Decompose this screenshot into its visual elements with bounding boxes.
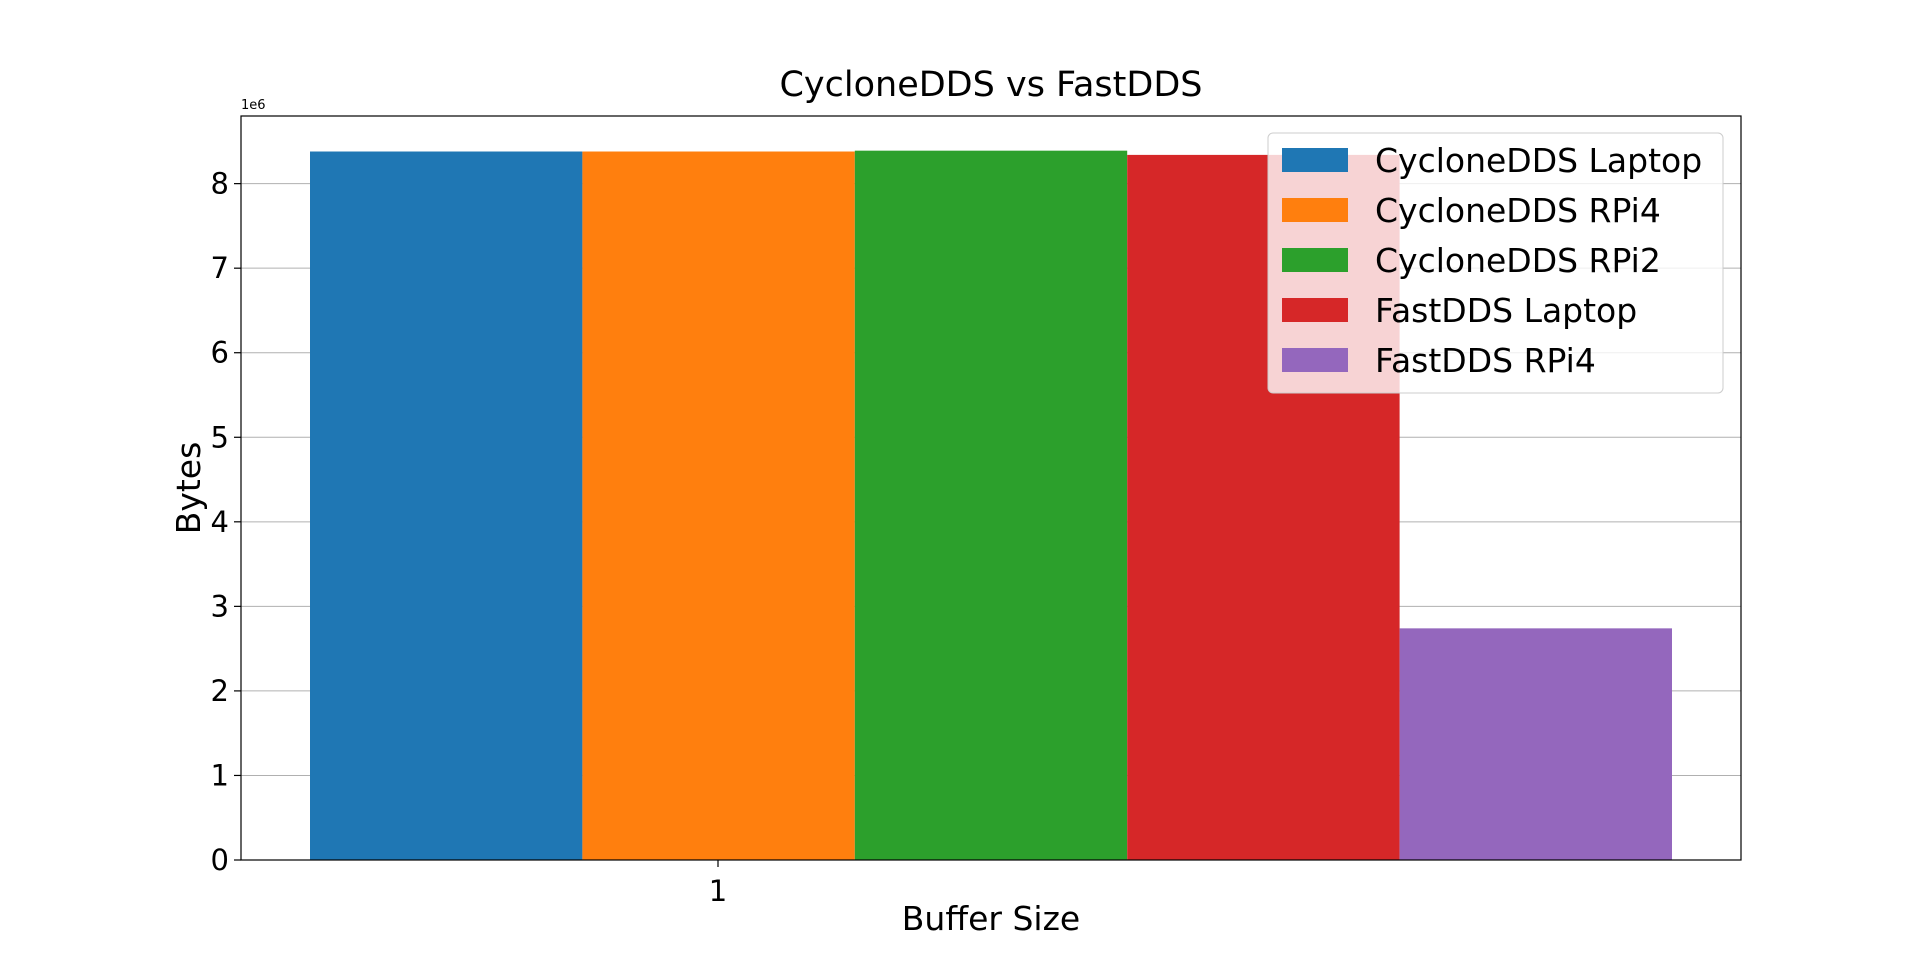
legend-swatch: [1282, 148, 1348, 172]
legend-swatch: [1282, 198, 1348, 222]
y-tick-label: 0: [211, 843, 229, 877]
y-tick-label: 8: [211, 167, 229, 201]
x-tick-label: 1: [709, 874, 727, 908]
y-axis-label: Bytes: [169, 442, 208, 535]
y-tick-label: 2: [211, 674, 229, 708]
legend-swatch: [1282, 298, 1348, 322]
y-tick-label: 5: [211, 420, 229, 454]
y-tick-label: 4: [211, 505, 229, 539]
bar-cyclonedds-rpi2: [854, 150, 1128, 860]
bar-cyclonedds-laptop: [310, 151, 583, 860]
x-axis-label: Buffer Size: [902, 899, 1080, 938]
legend-label: CycloneDDS Laptop: [1375, 141, 1702, 180]
y-tick-label: 7: [211, 251, 229, 285]
chart-title: CycloneDDS vs FastDDS: [779, 65, 1202, 105]
y-axis-offset-label: 1e6: [241, 98, 266, 113]
legend-swatch: [1282, 348, 1348, 372]
legend-swatch: [1282, 248, 1348, 272]
x-axis-ticks: 1: [709, 860, 727, 908]
legend-label: CycloneDDS RPi4: [1375, 191, 1661, 230]
bar-fastdds-rpi4: [1399, 628, 1672, 860]
y-tick-label: 3: [211, 589, 229, 623]
legend: CycloneDDS Laptop CycloneDDS RPi4 CycloneD…: [1267, 132, 1724, 394]
bars: [310, 150, 1672, 860]
legend-box: [1267, 132, 1724, 394]
y-tick-label: 1: [211, 758, 229, 792]
plot-frame: [240, 115, 1742, 861]
y-tick-label: 6: [211, 336, 229, 370]
legend-label: FastDDS RPi4: [1375, 341, 1596, 380]
y-axis-ticks: 0 1 2 3 4 5 6 7 8: [211, 167, 241, 877]
bar-cyclonedds-rpi4: [582, 151, 855, 860]
legend-label: CycloneDDS RPi2: [1375, 241, 1661, 280]
legend-label: FastDDS Laptop: [1375, 291, 1637, 330]
